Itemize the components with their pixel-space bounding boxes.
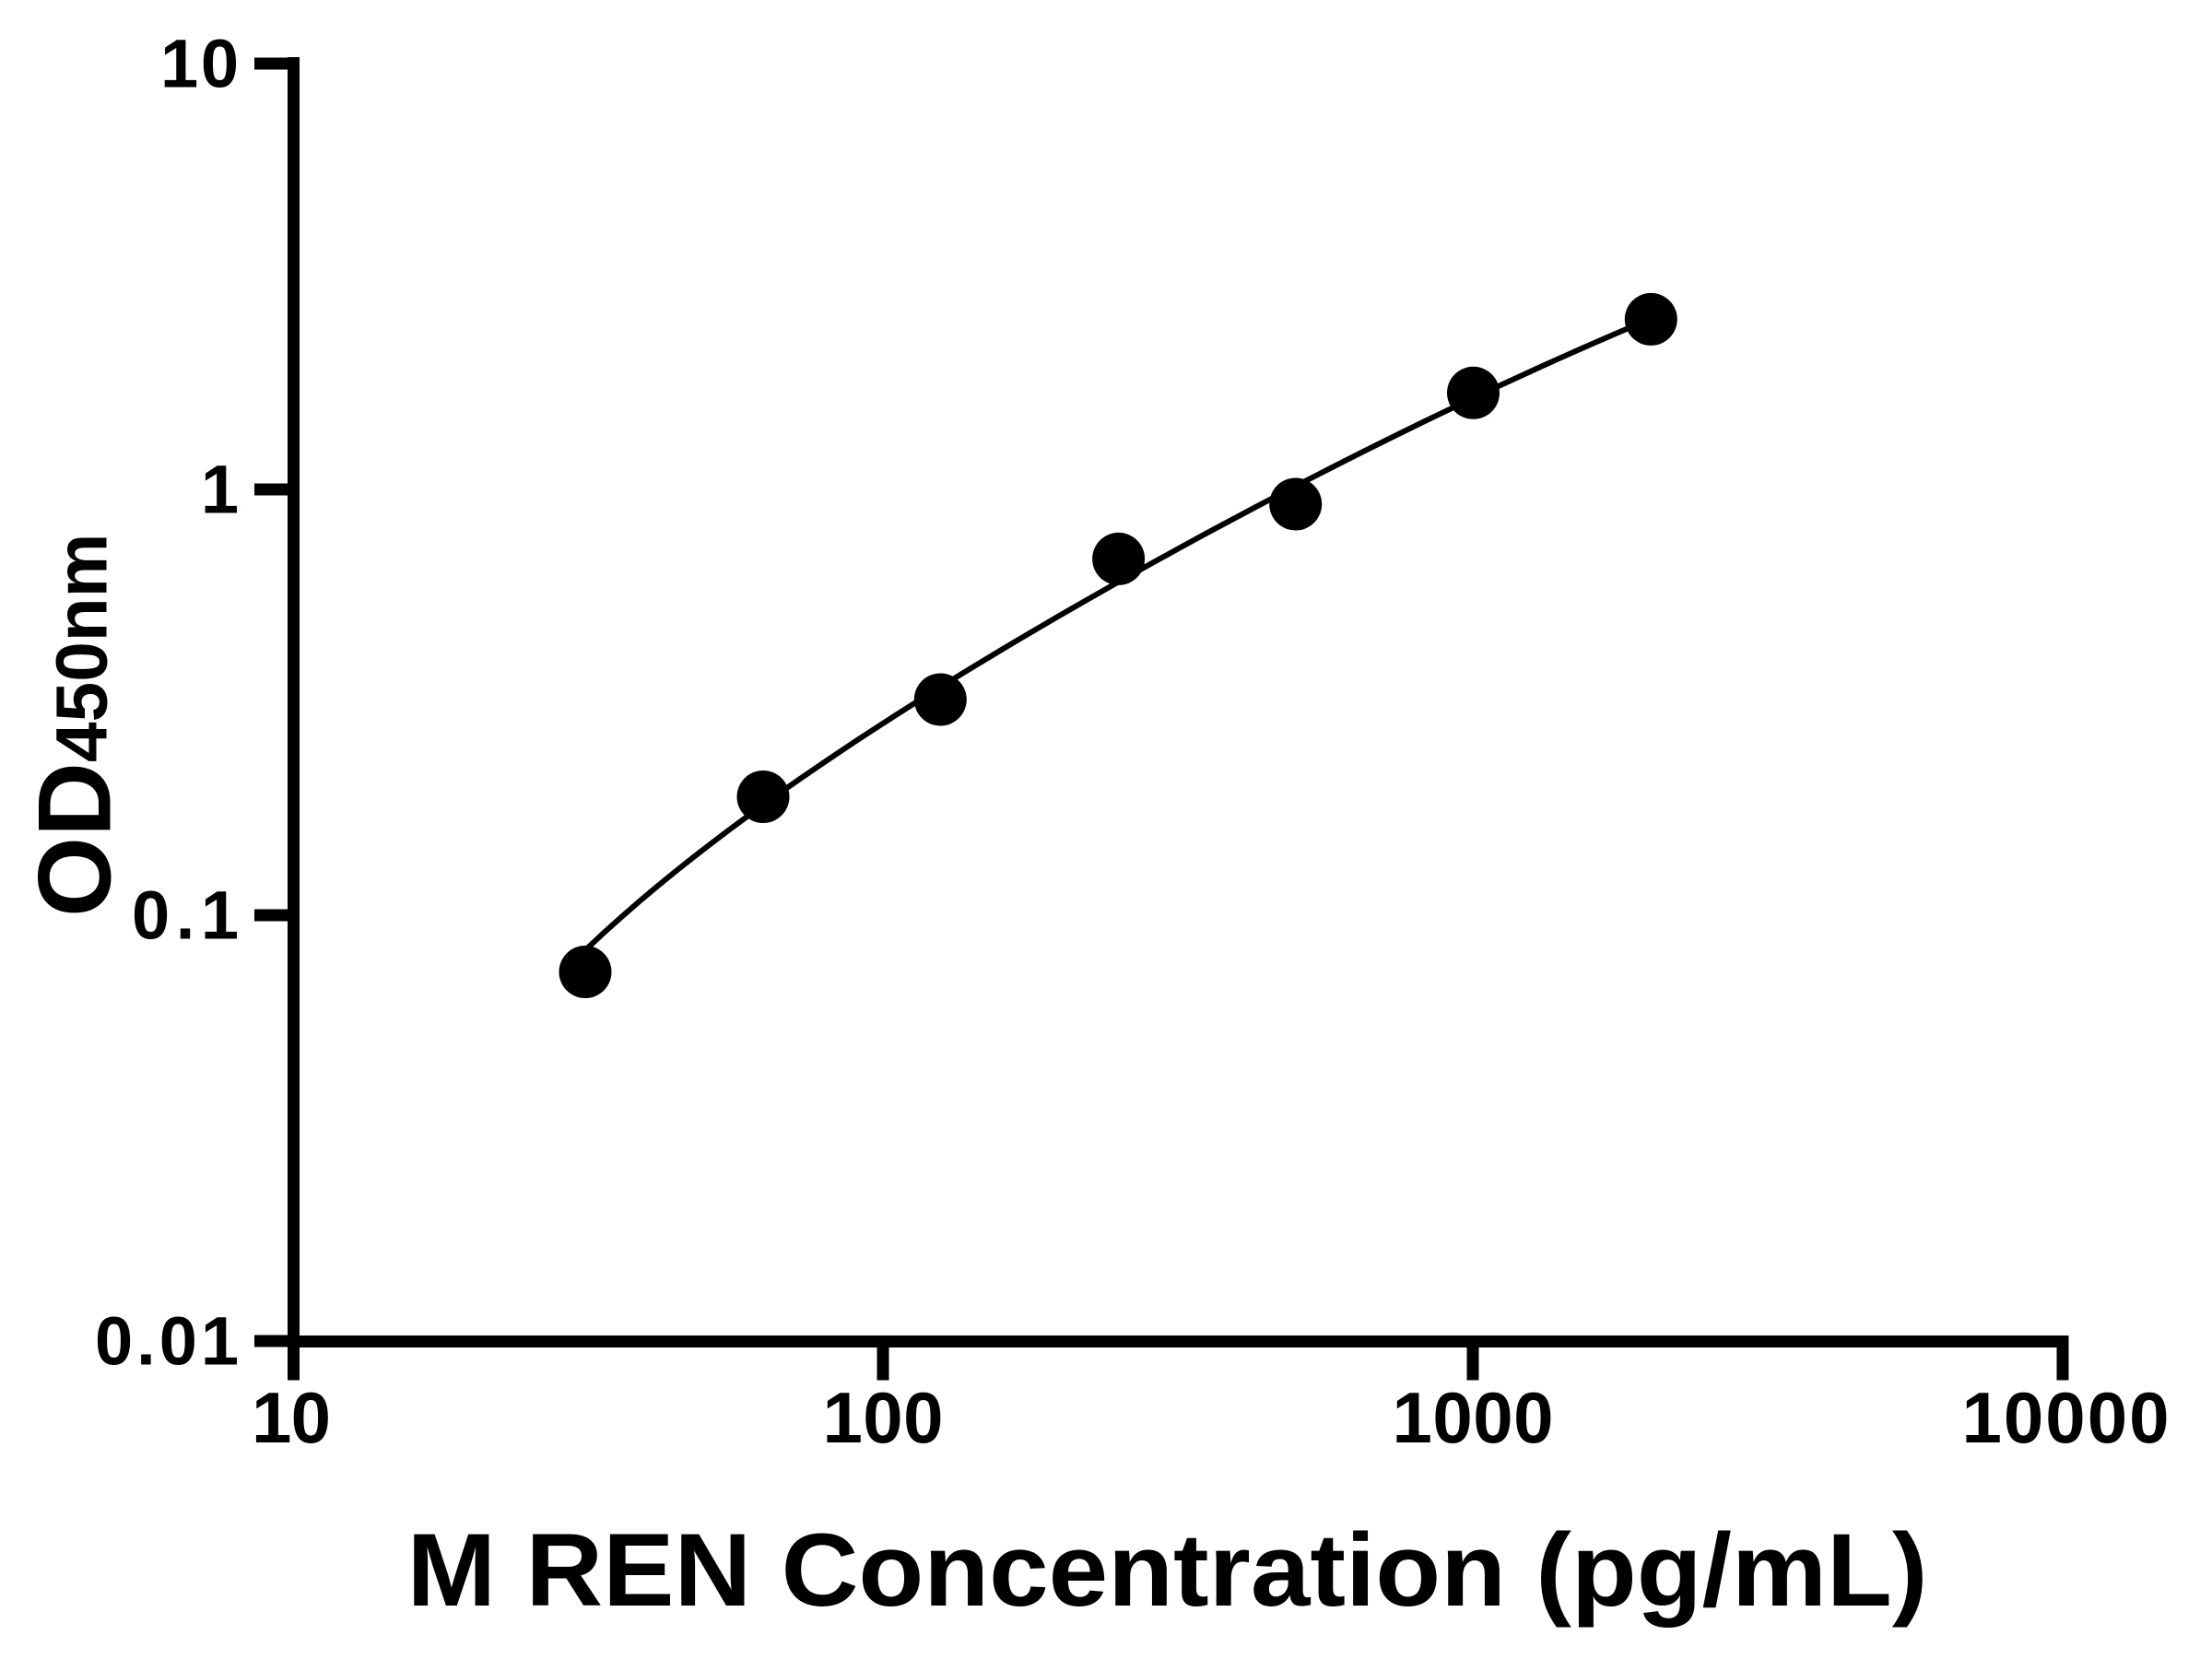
svg-text:10: 10 bbox=[252, 1377, 331, 1458]
svg-text:1000: 1000 bbox=[1393, 1377, 1554, 1458]
svg-text:1: 1 bbox=[201, 452, 239, 528]
svg-text:10000: 10000 bbox=[1962, 1377, 2170, 1458]
svg-text:M REN Concentration (pg/mL): M REN Concentration (pg/mL) bbox=[407, 1512, 1928, 1628]
svg-text:100: 100 bbox=[823, 1377, 944, 1458]
svg-text:0.01: 0.01 bbox=[95, 1303, 239, 1380]
svg-text:OD450nm: OD450nm bbox=[18, 534, 133, 917]
svg-text:0.1: 0.1 bbox=[132, 877, 239, 954]
